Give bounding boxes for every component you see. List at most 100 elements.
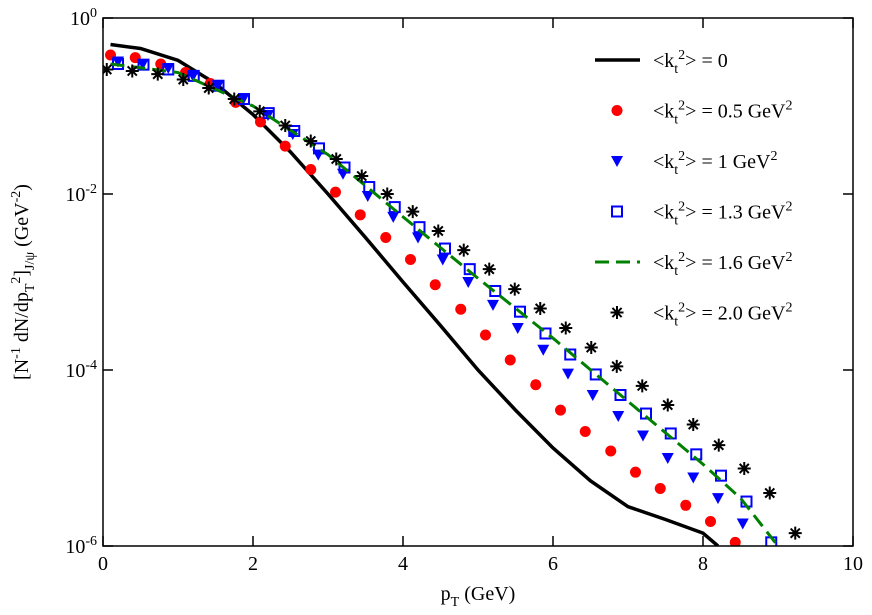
marker	[304, 134, 318, 148]
marker	[305, 163, 317, 175]
marker	[612, 411, 625, 423]
marker	[508, 282, 522, 296]
marker	[537, 344, 550, 356]
x-axis-label: pT (GeV)	[441, 583, 516, 610]
marker	[329, 152, 343, 166]
marker	[533, 301, 547, 315]
marker	[712, 438, 726, 452]
marker	[705, 515, 716, 527]
y-tick-label: 10-4	[65, 358, 97, 382]
marker	[457, 243, 471, 257]
marker	[262, 107, 275, 120]
series-line	[110, 42, 720, 546]
marker	[380, 232, 392, 244]
marker	[162, 63, 175, 75]
marker	[436, 254, 449, 266]
marker	[635, 379, 649, 393]
marker	[103, 62, 114, 76]
marker	[680, 499, 692, 511]
marker	[363, 181, 376, 194]
marker	[202, 81, 216, 95]
marker	[555, 404, 566, 416]
marker	[354, 209, 366, 221]
marker	[330, 186, 341, 198]
legend-label: <kt2> = 1.6 GeV2	[653, 250, 793, 279]
marker	[151, 67, 165, 81]
marker	[463, 263, 476, 276]
marker	[763, 486, 777, 500]
plot-frame	[102, 17, 854, 547]
marker	[637, 430, 649, 442]
legend-marker	[611, 156, 623, 167]
marker	[187, 70, 199, 82]
marker	[489, 285, 502, 298]
marker	[412, 232, 424, 244]
marker	[564, 348, 577, 361]
x-tick-label: 4	[398, 553, 408, 575]
marker	[176, 73, 190, 87]
legend-label: <kt2> = 0	[653, 48, 728, 77]
marker	[338, 161, 351, 174]
marker	[610, 359, 624, 373]
legend-label: <kt2> = 1.3 GeV2	[653, 200, 793, 229]
marker	[514, 305, 526, 318]
marker	[278, 119, 292, 133]
y-tick-label: 100	[70, 6, 97, 30]
marker	[136, 59, 149, 71]
marker	[355, 169, 369, 183]
legend-marker	[611, 105, 623, 116]
marker	[686, 418, 700, 432]
legend-marker	[610, 306, 624, 319]
legend-marker	[611, 205, 623, 218]
marker	[255, 116, 266, 128]
marker	[361, 190, 374, 202]
legend-label: <kt2> = 1 GeV2	[653, 149, 778, 178]
marker	[661, 453, 674, 464]
marker	[482, 262, 496, 276]
marker	[712, 493, 724, 505]
y-tick-label: 10-2	[65, 182, 97, 206]
marker	[125, 64, 139, 78]
marker	[504, 354, 516, 366]
marker	[387, 211, 400, 223]
marker	[788, 526, 802, 540]
marker	[405, 254, 416, 266]
marker	[687, 472, 700, 484]
marker	[487, 299, 499, 311]
marker	[253, 104, 267, 118]
marker	[380, 187, 394, 201]
marker	[455, 303, 467, 315]
marker	[431, 224, 445, 238]
marker	[262, 110, 274, 122]
marker	[562, 368, 574, 380]
marker	[480, 329, 491, 341]
marker	[736, 518, 749, 530]
marker	[589, 368, 602, 381]
legend-label: <kt2> = 2.0 GeV2	[653, 301, 793, 330]
plot-area	[103, 42, 802, 546]
x-tick-label: 8	[698, 553, 708, 575]
marker	[530, 379, 542, 391]
marker	[237, 94, 250, 106]
marker	[605, 445, 617, 457]
marker	[584, 341, 598, 355]
marker	[279, 140, 291, 152]
y-axis-label: [N-1 dN/dpT2]J/ψ (GeV-2)	[9, 184, 38, 380]
y-tick-label: 10-6	[65, 534, 97, 558]
legend-label: <kt2> = 0.5 GeV2	[653, 99, 793, 128]
marker	[654, 483, 666, 495]
series-line	[110, 62, 780, 546]
marker	[559, 321, 573, 335]
x-tick-label: 2	[248, 553, 258, 575]
marker	[661, 398, 675, 412]
marker	[579, 426, 591, 438]
marker	[640, 407, 652, 420]
x-tick-label: 10	[843, 553, 863, 575]
marker	[614, 388, 627, 401]
x-tick-label: 6	[548, 553, 558, 575]
marker	[227, 92, 241, 106]
marker	[462, 277, 475, 288]
marker	[586, 389, 599, 401]
x-tick-label: 0	[98, 553, 108, 575]
